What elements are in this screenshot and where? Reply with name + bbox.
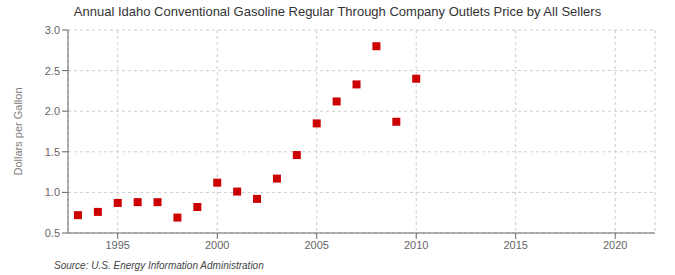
- html-text:Annual Idaho Conventional Gaso: Annual Idaho Conventional Gasoline Regul…: [73, 4, 602, 19]
- svg-text:2020: 2020: [603, 239, 627, 251]
- svg-text:Dollars per Gallon: Dollars per Gallon: [12, 87, 24, 175]
- svg-text:2.0: 2.0: [45, 105, 60, 117]
- svg-text:1995: 1995: [106, 239, 130, 251]
- svg-text:1.0: 1.0: [45, 186, 60, 198]
- svg-text:2010: 2010: [404, 239, 428, 251]
- svg-text:2000: 2000: [205, 239, 229, 251]
- svg-text:2.5: 2.5: [45, 65, 60, 77]
- svg-text:3.0: 3.0: [45, 24, 60, 36]
- html-text:Source: U.S. Energy Informatio: Source: U.S. Energy Information Administ…: [54, 260, 264, 271]
- svg-text:2005: 2005: [304, 239, 328, 251]
- svg-text:2015: 2015: [503, 239, 527, 251]
- svg-text:0.5: 0.5: [45, 227, 60, 239]
- svg-text:1.5: 1.5: [45, 146, 60, 158]
